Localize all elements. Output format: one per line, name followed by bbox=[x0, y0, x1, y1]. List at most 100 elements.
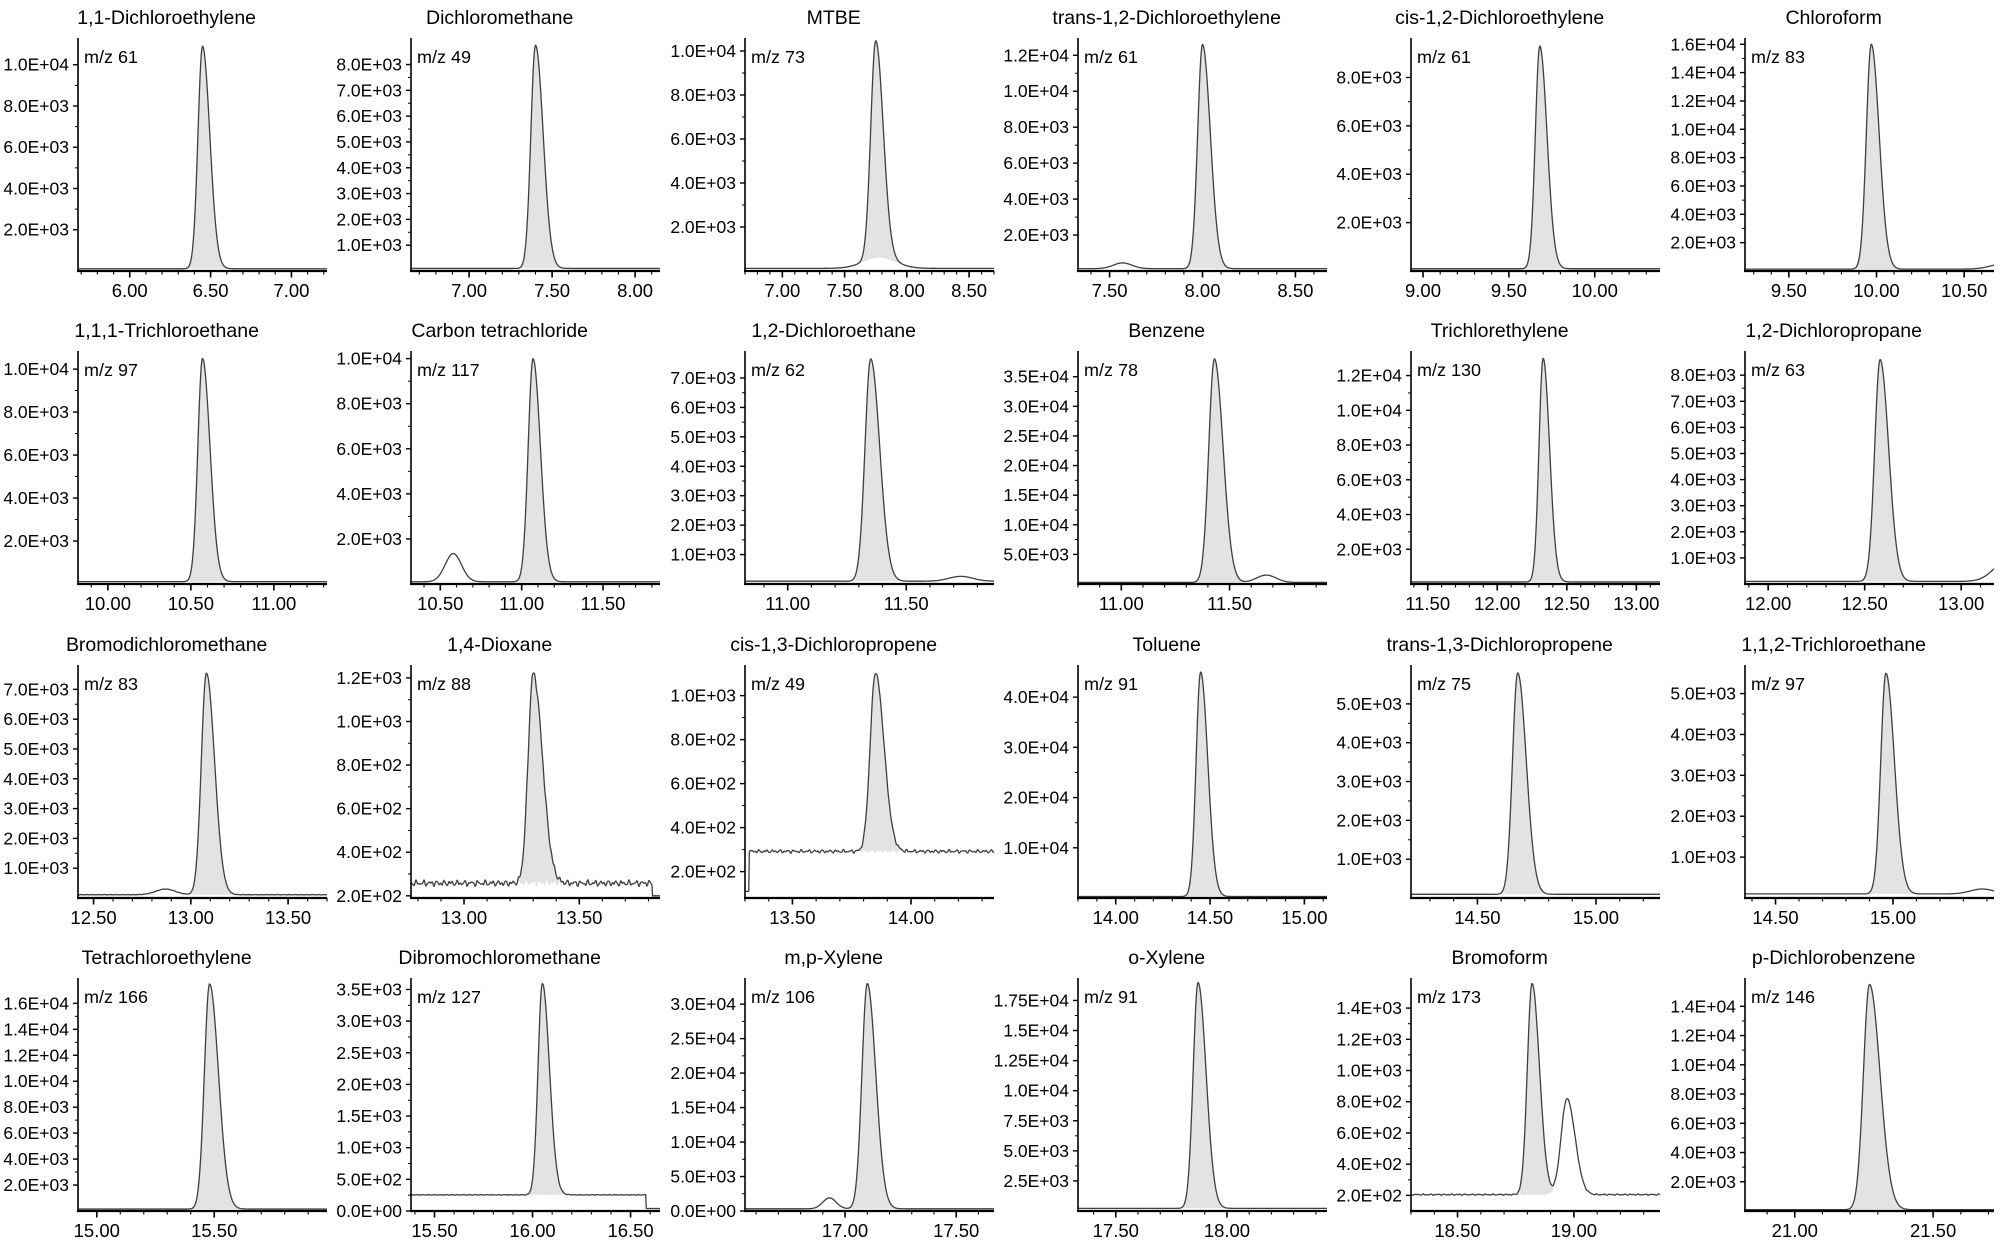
chromatogram-panel-bromodichloromethane: 12.50 13.00 13.50 7.0E+03 6.0E+03 5.0E+03 4.0E… bbox=[0, 627, 333, 940]
mz-label: m/z 91 bbox=[1084, 674, 1138, 694]
x-tick-label: 17.50 bbox=[933, 1220, 979, 1241]
axes bbox=[739, 351, 994, 591]
y-tick-label: 2.0E+04 bbox=[1003, 787, 1069, 807]
y-tick-label: 2.0E+03 bbox=[1670, 806, 1736, 826]
y-tick-label: 1.0E+04 bbox=[670, 1132, 736, 1152]
y-tick-label: 3.0E+03 bbox=[1670, 496, 1736, 516]
x-tick-label: 15.00 bbox=[1281, 906, 1327, 927]
x-tick-label: 13.00 bbox=[1614, 593, 1660, 614]
chromatogram-panel-benzene: 11.00 11.50 3.5E+04 3.0E+04 2.5E+04 2.0E+04 1.… bbox=[1000, 313, 1333, 626]
x-tick-label: 15.00 bbox=[74, 1220, 120, 1241]
x-tick-label: 12.50 bbox=[1841, 593, 1887, 614]
panel-title: 1,1,2-Trichloroethane bbox=[1741, 634, 1925, 656]
panel-title: Chloroform bbox=[1785, 7, 1881, 29]
chromatogram-trace bbox=[1077, 981, 1328, 1209]
y-tick-label: 1.4E+04 bbox=[3, 1019, 69, 1039]
chromatogram-trace bbox=[744, 672, 995, 892]
y-tick-label: 5.0E+03 bbox=[1337, 693, 1403, 713]
chromatogram-svg: 10.50 11.00 11.50 1.0E+04 8.0E+03 6.0E+03 4.0E… bbox=[337, 320, 661, 614]
axes bbox=[739, 38, 995, 278]
y-tick-label: 1.25E+04 bbox=[994, 1050, 1070, 1070]
y-tick-label: 2.5E+03 bbox=[1003, 1171, 1069, 1191]
chromatogram-panel-trans-1-2-dichloroethylene: 7.50 8.00 8.50 1.2E+04 1.0E+04 8.0E+03 6.0E+03… bbox=[1000, 0, 1333, 313]
chromatogram-trace bbox=[1411, 358, 1661, 583]
y-tick-label: 5.0E+03 bbox=[1003, 545, 1069, 565]
panel-title: Dibromochloromethane bbox=[399, 947, 602, 969]
panel-title: Dichloromethane bbox=[426, 7, 573, 29]
x-tick-label: 10.00 bbox=[85, 593, 131, 614]
chromatogram-panel-tetrachloroethylene: 15.00 15.50 1.6E+04 1.4E+04 1.2E+04 1.0E+04 8.… bbox=[0, 940, 333, 1253]
x-tick-label: 9.50 bbox=[1770, 280, 1806, 301]
chromatogram-svg: 14.00 14.50 15.00 4.0E+04 3.0E+04 2.0E+04 1.0E… bbox=[1003, 634, 1327, 928]
y-tick-label: 4.0E+03 bbox=[1670, 204, 1736, 224]
y-tick-label: 7.0E+03 bbox=[337, 80, 403, 100]
x-tick-label: 14.00 bbox=[1093, 906, 1139, 927]
mz-label: m/z 61 bbox=[1084, 47, 1138, 67]
y-tick-label: 5.0E+03 bbox=[1003, 1141, 1069, 1161]
y-tick-label: 4.0E+02 bbox=[1337, 1154, 1403, 1174]
y-tick-label: 3.0E+03 bbox=[1670, 765, 1736, 785]
axes bbox=[72, 664, 328, 904]
x-tick-label: 15.00 bbox=[1869, 906, 1915, 927]
y-tick-label: 1.0E+03 bbox=[1337, 1060, 1403, 1080]
chromatogram-trace bbox=[1411, 45, 1661, 270]
x-tick-label: 21.50 bbox=[1910, 1220, 1956, 1241]
y-tick-label: 3.0E+04 bbox=[1003, 397, 1069, 417]
peak-fill bbox=[1849, 44, 1909, 270]
y-tick-label: 3.5E+03 bbox=[337, 979, 403, 999]
x-tick-label: 16.00 bbox=[510, 1220, 556, 1241]
chromatogram-trace bbox=[77, 671, 328, 896]
y-tick-label: 4.0E+03 bbox=[1337, 164, 1403, 184]
axes bbox=[1406, 351, 1661, 591]
y-tick-label: 2.0E+04 bbox=[1003, 456, 1069, 476]
mz-label: m/z 127 bbox=[417, 987, 481, 1007]
chromatogram-trace bbox=[410, 671, 661, 896]
mz-label: m/z 97 bbox=[84, 360, 138, 380]
x-tick-label: 17.50 bbox=[1093, 1220, 1139, 1241]
panel-title: 1,1-Dichloroethylene bbox=[77, 7, 256, 29]
y-tick-label: 3.0E+03 bbox=[670, 486, 736, 506]
y-tick-label: 8.0E+03 bbox=[1670, 365, 1736, 385]
y-tick-label: 2.0E+03 bbox=[1670, 522, 1736, 542]
x-tick-label: 9.00 bbox=[1405, 280, 1441, 301]
axes bbox=[1072, 38, 1327, 278]
mz-label: m/z 61 bbox=[84, 47, 138, 67]
peak-fill bbox=[1189, 359, 1256, 583]
mz-label: m/z 75 bbox=[1417, 674, 1471, 694]
peak-fill bbox=[852, 673, 916, 853]
y-tick-label: 2.0E+04 bbox=[670, 1063, 736, 1083]
chromatogram-panel-chloroform: 9.50 10.00 10.50 1.6E+04 1.4E+04 1.2E+04 1.0E+… bbox=[1667, 0, 2000, 313]
x-tick-label: 6.00 bbox=[112, 280, 148, 301]
x-tick-label: 7.00 bbox=[764, 280, 800, 301]
chromatogram-svg: 11.00 11.50 7.0E+03 6.0E+03 5.0E+03 4.0E+03 3.… bbox=[670, 320, 994, 614]
x-tick-label: 13.00 bbox=[1938, 593, 1984, 614]
chromatogram-panel-1-4-dioxane: 13.00 13.50 1.2E+03 1.0E+03 8.0E+02 6.0E+02 4.… bbox=[333, 627, 666, 940]
chromatogram-svg: 14.50 15.00 5.0E+03 4.0E+03 3.0E+03 2.0E+03 1.… bbox=[1337, 634, 1661, 927]
panel-title: trans-1,2-Dichloroethylene bbox=[1052, 7, 1281, 29]
mz-label: m/z 83 bbox=[84, 674, 138, 694]
mz-label: m/z 97 bbox=[1751, 674, 1805, 694]
y-tick-label: 2.5E+03 bbox=[337, 1043, 403, 1063]
y-tick-label: 4.0E+03 bbox=[3, 488, 69, 508]
chromatogram-svg: 17.00 17.50 3.0E+04 2.5E+04 2.0E+04 1.5E+04 1.… bbox=[670, 947, 994, 1241]
y-tick-label: 5.0E+03 bbox=[670, 1166, 736, 1186]
y-tick-label: 3.5E+04 bbox=[1003, 367, 1069, 387]
y-tick-label: 1.5E+04 bbox=[670, 1097, 736, 1117]
chromatogram-panel-dichloromethane: 7.00 7.50 8.00 8.0E+03 7.0E+03 6.0E+03 5.0E+03… bbox=[333, 0, 666, 313]
y-tick-label: 8.0E+03 bbox=[1337, 435, 1403, 455]
mz-label: m/z 88 bbox=[417, 674, 471, 694]
peak-fill bbox=[845, 359, 914, 582]
peak-fill bbox=[1511, 983, 1568, 1196]
y-tick-label: 7.0E+03 bbox=[3, 679, 69, 699]
y-tick-label: 2.0E+03 bbox=[1670, 1172, 1736, 1192]
x-tick-label: 7.00 bbox=[451, 280, 487, 301]
y-tick-label: 4.0E+03 bbox=[1003, 189, 1069, 209]
x-tick-label: 7.00 bbox=[273, 280, 309, 301]
y-tick-label: 2.0E+03 bbox=[3, 1175, 69, 1195]
y-tick-label: 1.0E+03 bbox=[337, 235, 403, 255]
panel-title: cis-1,3-Dichloropropene bbox=[730, 634, 937, 656]
y-tick-label: 6.0E+03 bbox=[1670, 176, 1736, 196]
chromatogram-trace bbox=[1077, 43, 1328, 270]
axes bbox=[406, 977, 661, 1218]
y-tick-label: 6.0E+02 bbox=[670, 773, 736, 793]
